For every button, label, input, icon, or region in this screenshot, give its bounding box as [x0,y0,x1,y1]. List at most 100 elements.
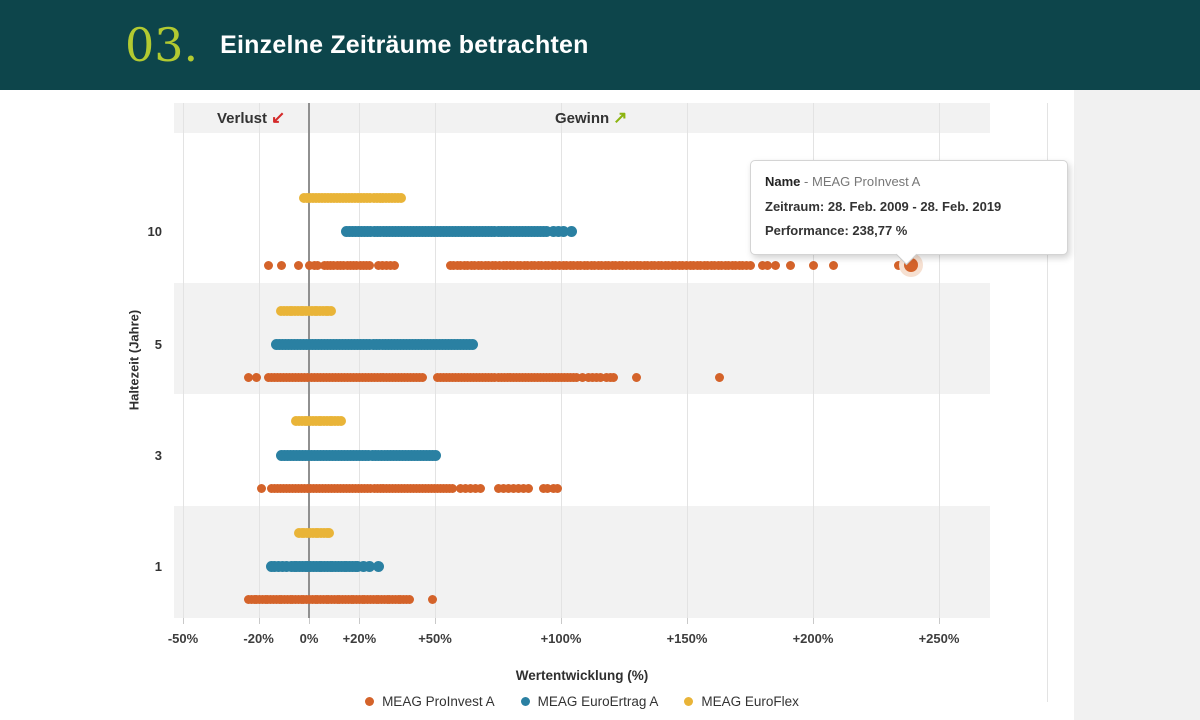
data-point[interactable] [595,372,605,382]
data-point[interactable] [609,372,619,382]
x-tick-label: +250% [918,631,960,646]
data-point[interactable] [357,560,369,572]
data-point[interactable] [503,483,513,493]
chart-right-border [1047,103,1048,702]
data-point[interactable] [770,260,780,270]
x-tick-label: +100% [540,631,582,646]
data-point[interactable] [465,483,475,493]
data-point[interactable] [745,260,755,270]
data-point[interactable] [540,225,552,237]
gridline [258,103,260,618]
data-point[interactable] [389,260,399,270]
x-tick [359,618,361,624]
data-point[interactable] [475,483,485,493]
page-header: 03. Einzelne Zeiträume betrachten [0,0,1200,90]
gridline [687,103,688,618]
data-point[interactable] [335,416,346,426]
data-point[interactable] [430,449,441,461]
data-point[interactable] [715,372,725,382]
tooltip-period-row: Zeitraum: 28. Feb. 2009 - 28. Feb. 2019 [765,198,1002,214]
gridline [813,103,814,618]
data-point[interactable] [894,260,904,270]
gridline [561,103,562,618]
gridline [359,103,361,618]
data-point[interactable] [244,372,254,382]
loss-annotation: Verlust ↙ [217,108,285,128]
gridline [939,103,940,618]
data-point[interactable] [523,483,533,493]
gain-annotation: Gewinn ↗ [555,108,627,128]
x-tick [435,618,436,624]
gain-label: Gewinn [555,110,610,127]
legend-label: MEAG EuroFlex [701,694,799,709]
x-tick [309,618,310,624]
loss-label: Verlust [217,110,268,127]
y-tick-label: 1 [154,559,162,574]
data-point[interactable] [455,483,465,493]
x-tick [258,618,260,624]
data-point[interactable] [828,260,838,270]
legend-label: MEAG ProInvest A [382,694,495,709]
data-point[interactable] [372,560,384,572]
gridline [183,103,184,618]
section-number: 03. [125,18,199,72]
tooltip-fund-name: MEAG ProInvest A [811,174,921,189]
data-point[interactable] [808,260,818,270]
x-tick-label: +50% [418,631,452,646]
data-point[interactable] [294,260,304,270]
data-point[interactable] [404,594,414,604]
data-point[interactable] [304,260,314,270]
x-tick-label: 0% [299,631,319,646]
data-point[interactable] [758,260,768,270]
legend-marker-icon [365,697,375,706]
data-point[interactable] [508,483,518,493]
legend-item-meag-proinvest-a[interactable]: MEAG ProInvest A [365,694,495,709]
data-point[interactable] [632,372,642,382]
chart-legend: MEAG ProInvest A MEAG EuroErtrag A MEAG Eu… [174,694,990,709]
x-tick-label: +20% [342,631,377,646]
data-point[interactable] [460,483,470,493]
x-axis-title: Wertentwicklung (%) [515,668,649,683]
tooltip-name-row: Name - MEAG ProInvest A [765,174,921,189]
legend-marker-icon [520,697,530,706]
data-point[interactable] [427,594,437,604]
data-point[interactable] [558,225,570,237]
tooltip: Name - MEAG ProInvest A Zeitraum: 28. Fe… [750,160,1068,265]
data-point[interactable] [470,483,480,493]
legend-item-meag-euroertrag-a[interactable]: MEAG EuroErtrag A [520,694,658,709]
tooltip-performance-row: Performance: 238,77 % [765,223,908,238]
data-point[interactable] [577,372,587,382]
data-point[interactable] [264,260,274,270]
data-point[interactable] [251,372,261,382]
data-point[interactable] [467,338,479,350]
data-point[interactable] [313,260,323,270]
data-point[interactable] [785,260,795,270]
data-point[interactable] [498,483,508,493]
data-point[interactable] [542,483,552,493]
data-point[interactable] [256,483,266,493]
data-point[interactable] [276,260,286,270]
data-point[interactable] [395,193,406,203]
data-point[interactable] [365,260,375,270]
x-tick-label: +200% [792,631,834,646]
x-tick [939,618,940,624]
loss-gain-strip [174,103,990,133]
data-point[interactable] [513,483,523,493]
data-point[interactable] [552,483,562,493]
data-point[interactable] [493,483,503,493]
data-point[interactable] [572,372,582,382]
data-point[interactable] [418,372,428,382]
y-tick-label: 5 [154,337,162,352]
data-point[interactable] [565,225,577,237]
data-point[interactable] [280,560,292,572]
y-tick-label: 10 [147,224,162,239]
data-point[interactable] [518,483,528,493]
x-tick-label: -20% [243,631,274,646]
data-point[interactable] [326,306,337,316]
data-point[interactable] [763,260,773,270]
data-point[interactable] [363,560,375,572]
zero-gridline [308,103,310,618]
data-point[interactable] [448,483,458,493]
legend-item-meag-euroflex[interactable]: MEAG EuroFlex [684,694,799,709]
data-point[interactable] [324,528,335,538]
